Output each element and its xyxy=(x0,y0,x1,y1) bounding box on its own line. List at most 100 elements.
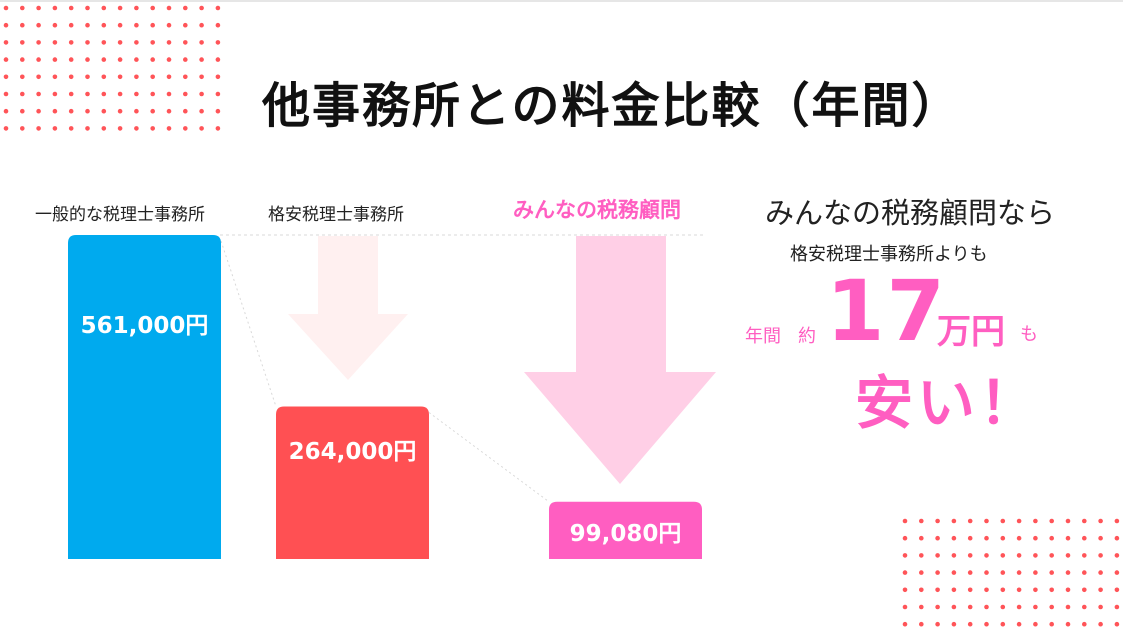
dot xyxy=(36,22,41,28)
dot xyxy=(935,604,940,610)
bar-general xyxy=(68,235,221,559)
dot xyxy=(52,91,58,97)
dot xyxy=(1065,518,1071,524)
dot xyxy=(1033,553,1038,558)
dot xyxy=(150,40,155,45)
dot xyxy=(1098,621,1103,627)
dot xyxy=(1065,604,1071,610)
dot xyxy=(215,40,221,45)
dot xyxy=(1098,587,1103,593)
dot xyxy=(199,40,204,45)
dot xyxy=(1082,535,1087,541)
dot xyxy=(20,91,25,97)
category-label-minna: みんなの税務顧問 xyxy=(513,198,681,222)
dot xyxy=(1082,553,1087,558)
dot xyxy=(951,604,957,610)
dot xyxy=(1098,535,1103,541)
dot-pattern-top-left xyxy=(3,5,221,131)
dot xyxy=(3,5,9,11)
dot xyxy=(3,74,9,80)
dot xyxy=(951,587,957,593)
dot xyxy=(1000,587,1006,593)
dot xyxy=(101,108,107,114)
dot xyxy=(935,570,940,575)
dot xyxy=(1016,535,1022,541)
dot xyxy=(1033,621,1038,627)
dot xyxy=(967,587,973,593)
summary-conclusion: 安い！ xyxy=(855,369,1042,437)
dot xyxy=(134,91,139,97)
dot xyxy=(166,22,172,28)
dot xyxy=(150,22,155,28)
dot xyxy=(1049,518,1054,524)
dot xyxy=(984,621,989,627)
dot xyxy=(1016,518,1022,524)
dot xyxy=(1000,535,1006,541)
dot xyxy=(1098,518,1103,524)
dot xyxy=(101,40,107,45)
dot xyxy=(52,22,58,28)
dot xyxy=(85,57,90,62)
dot xyxy=(183,74,188,80)
dot xyxy=(951,553,957,558)
dot xyxy=(1065,587,1071,593)
guide-line xyxy=(428,412,550,503)
dot xyxy=(183,5,188,11)
dot xyxy=(215,74,221,80)
dot xyxy=(20,22,25,28)
dot xyxy=(134,74,139,80)
bar-value-label-general: 561,000円 xyxy=(80,313,209,339)
dot xyxy=(1065,570,1071,575)
dot xyxy=(1049,604,1054,610)
dot xyxy=(52,74,58,80)
dot xyxy=(902,518,908,524)
dot xyxy=(52,108,58,114)
dot xyxy=(20,126,25,131)
dot xyxy=(1114,570,1120,575)
dot xyxy=(134,22,139,28)
dot xyxy=(967,621,973,627)
dot xyxy=(150,108,155,114)
dot xyxy=(166,5,172,11)
dot xyxy=(1000,518,1006,524)
dot xyxy=(967,553,973,558)
dot xyxy=(166,91,172,97)
dot xyxy=(984,570,989,575)
dot xyxy=(1000,570,1006,575)
dot xyxy=(1016,621,1022,627)
dot xyxy=(3,91,9,97)
dot xyxy=(1016,553,1022,558)
dot xyxy=(117,5,123,11)
dot xyxy=(117,91,123,97)
dot xyxy=(199,74,204,80)
dot xyxy=(902,570,908,575)
dot xyxy=(1114,553,1120,558)
summary-prefix-year: 年間 xyxy=(745,326,781,347)
dot xyxy=(1065,553,1071,558)
dot xyxy=(36,74,41,80)
dot xyxy=(1049,570,1054,575)
dot xyxy=(935,535,940,541)
dot xyxy=(3,57,9,62)
dot xyxy=(951,621,957,627)
dot xyxy=(1033,518,1038,524)
dot xyxy=(902,604,908,610)
dot xyxy=(166,40,172,45)
dot xyxy=(951,518,957,524)
dot xyxy=(1000,553,1006,558)
dot xyxy=(984,518,989,524)
dot xyxy=(935,621,940,627)
dot xyxy=(1000,604,1006,610)
dot xyxy=(935,587,940,593)
dot xyxy=(117,126,123,131)
guide-line xyxy=(220,240,277,407)
dot xyxy=(199,57,204,62)
summary-unit: 万円 xyxy=(937,312,1005,352)
dot xyxy=(1049,621,1054,627)
dot xyxy=(1049,587,1054,593)
dot xyxy=(215,108,221,114)
dot xyxy=(1049,535,1054,541)
dot xyxy=(20,74,25,80)
dot xyxy=(52,126,58,131)
